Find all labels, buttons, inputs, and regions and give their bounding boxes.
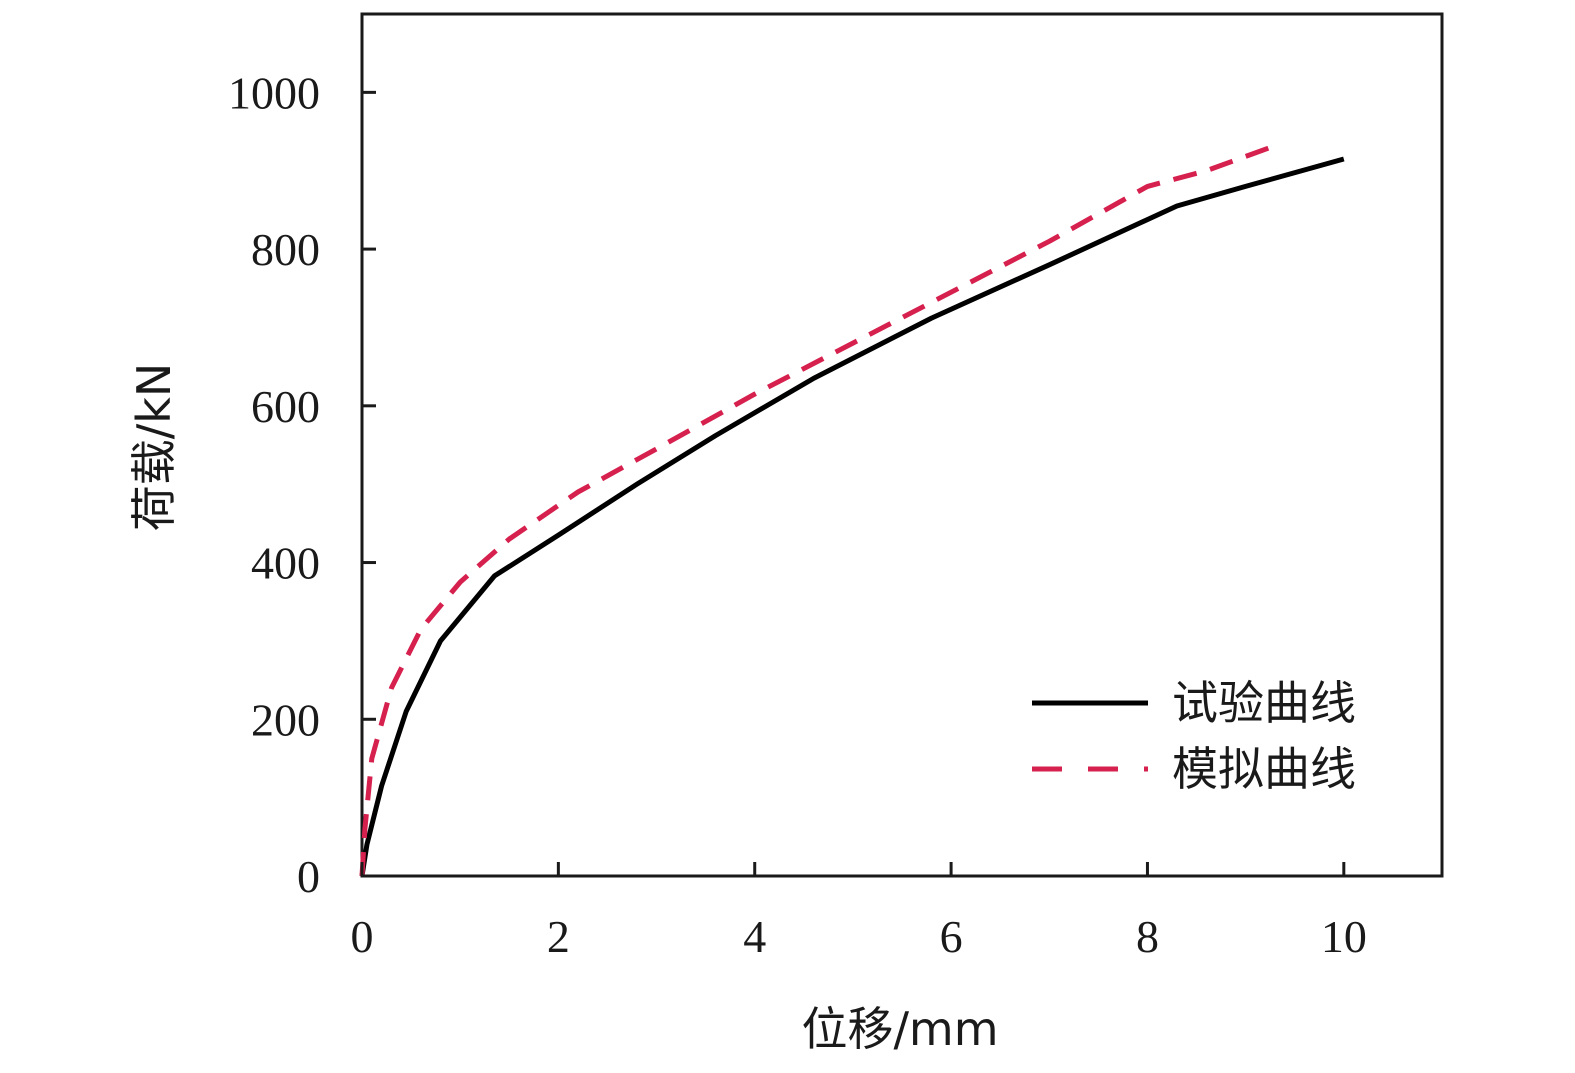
y-tick-label: 600 (251, 381, 320, 432)
x-tick-label: 6 (940, 911, 963, 962)
y-tick-label: 200 (251, 694, 320, 745)
y-tick-label: 800 (251, 224, 320, 275)
x-tick-label: 4 (743, 911, 766, 962)
x-tick-label: 2 (547, 911, 570, 962)
series-line-0 (359, 156, 1345, 877)
legend-label-0: 试验曲线 (1172, 676, 1356, 730)
plot-area (359, 12, 1444, 878)
x-tick-label: 0 (351, 911, 374, 962)
plot-frame (360, 12, 1444, 878)
y-tick-label: 0 (297, 851, 320, 902)
y-tick-label: 1000 (228, 67, 320, 118)
legend-label-1: 模拟曲线 (1172, 742, 1356, 796)
series-line-1 (359, 143, 1276, 877)
x-axis-title: 位移/mm (801, 1002, 998, 1056)
x-tick-label: 8 (1136, 911, 1159, 962)
x-tick-label: 10 (1321, 911, 1367, 962)
y-tick-label: 400 (251, 538, 320, 589)
y-axis-title: 荷载/kN (127, 363, 181, 532)
axis-ticks: 0 2 4 6 8 10 0 200 400 600 800 1000 (228, 67, 1367, 962)
